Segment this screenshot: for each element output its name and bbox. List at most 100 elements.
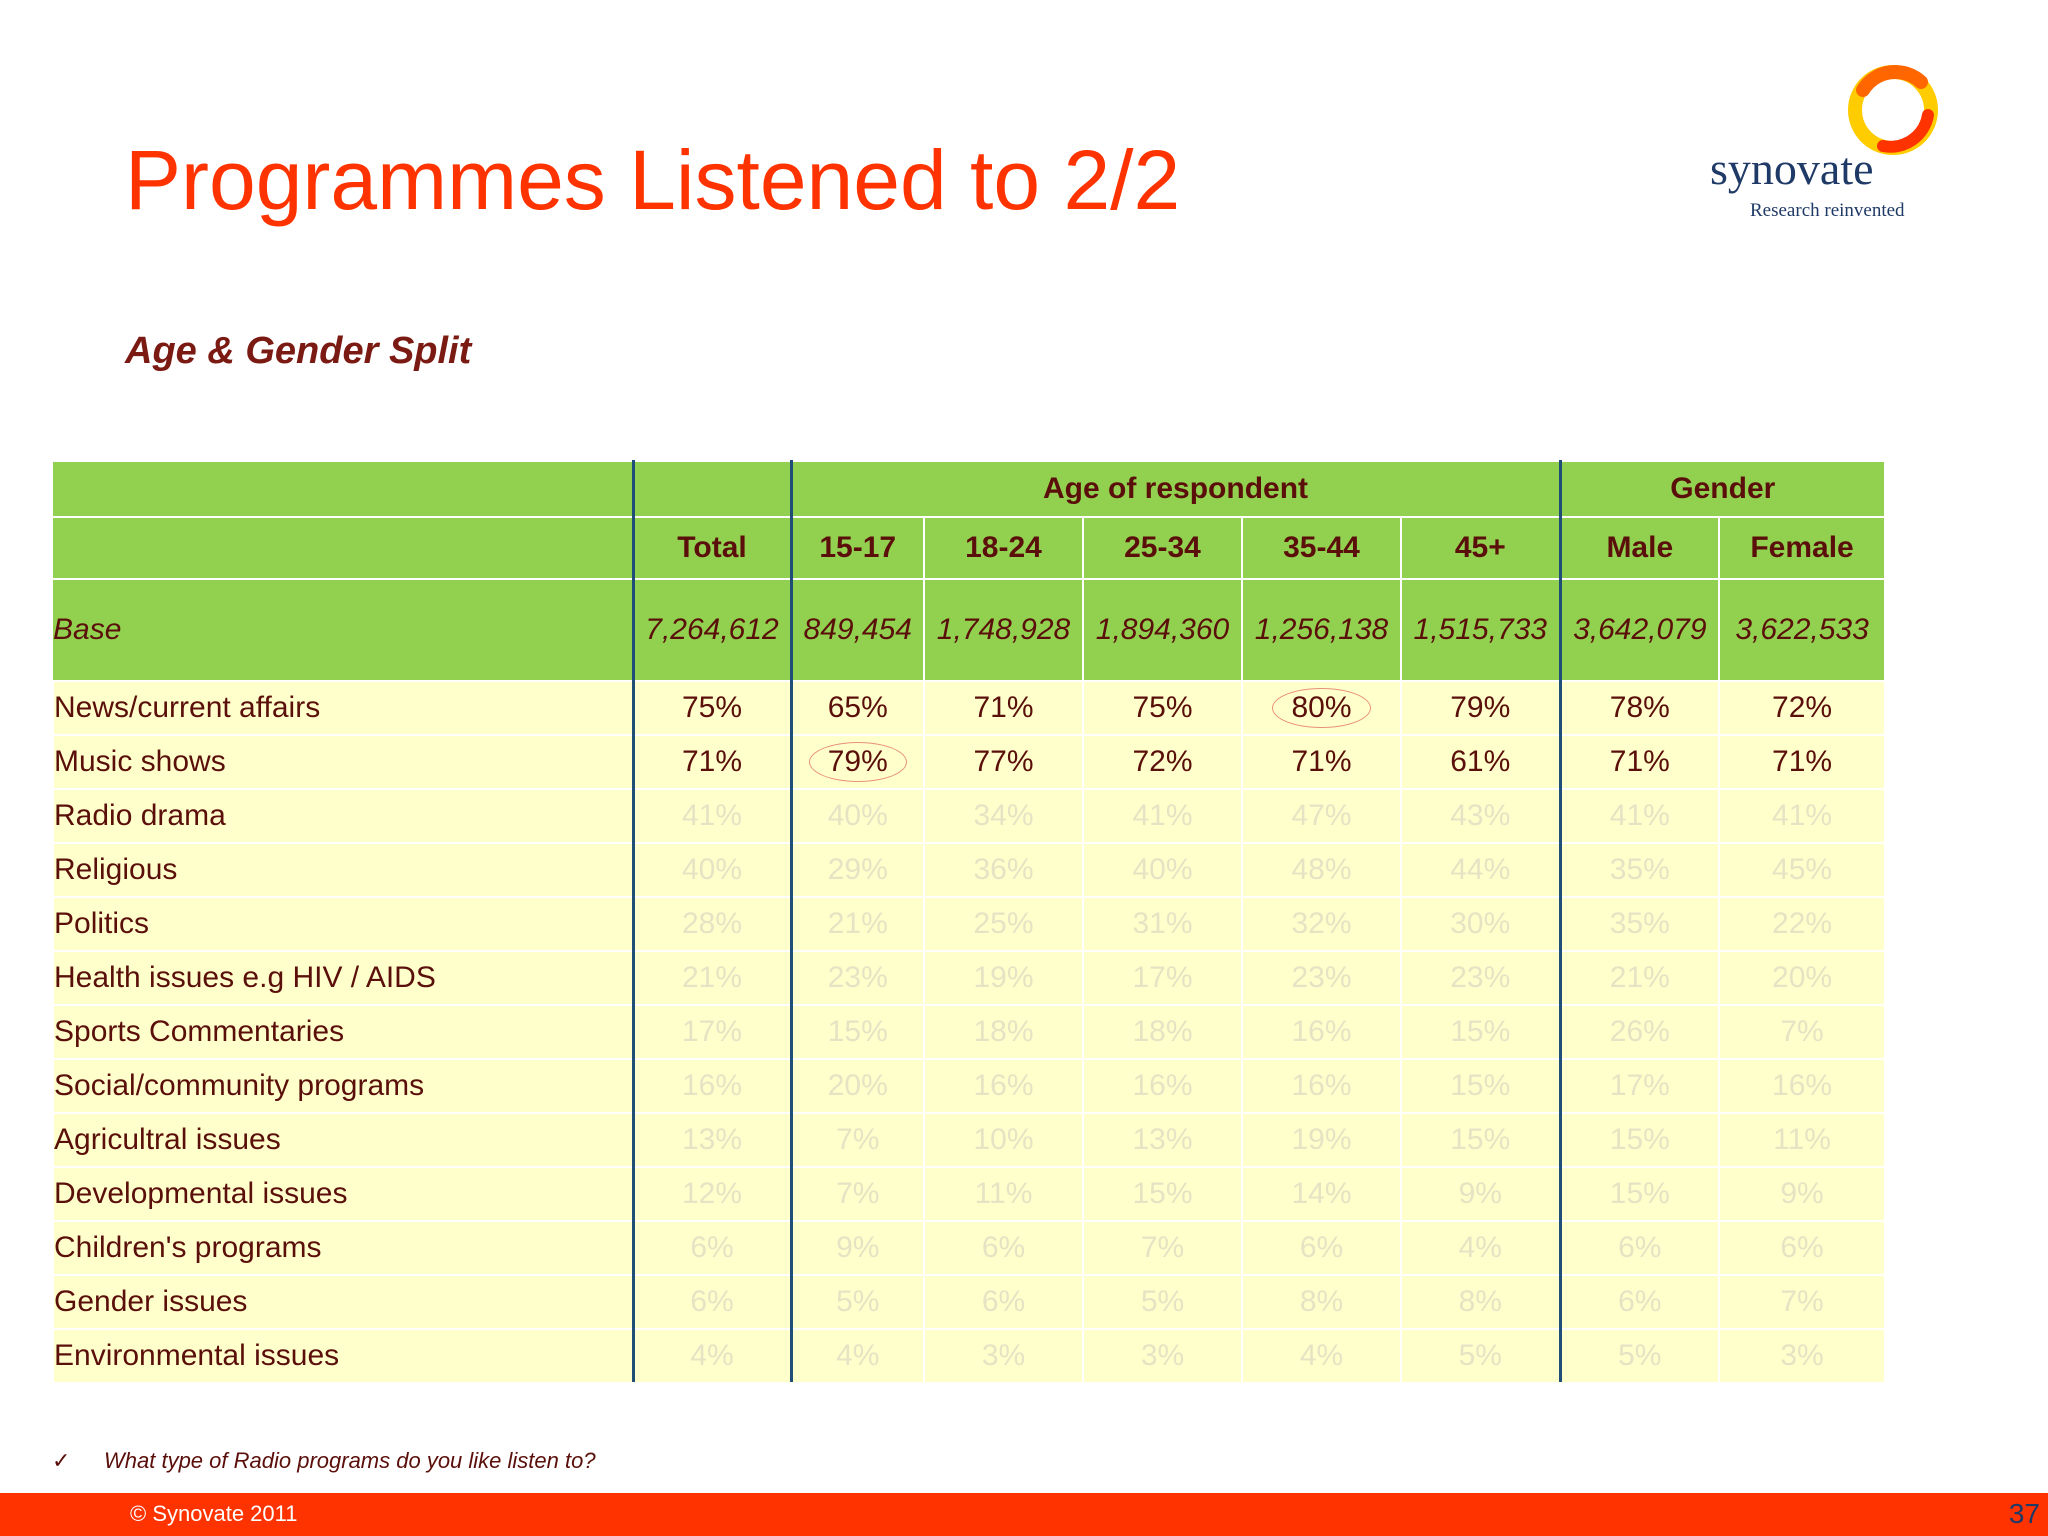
table-cell: 23% bbox=[789, 950, 924, 1005]
cell-value: 34% bbox=[973, 799, 1034, 832]
column-header: 15-17 bbox=[789, 516, 924, 579]
cell-value: 35% bbox=[1609, 853, 1670, 886]
cell-value: 40% bbox=[1132, 853, 1193, 886]
check-icon: ✓ bbox=[52, 1448, 71, 1473]
table-cell: 35% bbox=[1558, 842, 1720, 897]
table-cell: 15% bbox=[1399, 1004, 1561, 1059]
table-cell: 22% bbox=[1718, 896, 1885, 951]
cell-value: 75% bbox=[1132, 691, 1193, 724]
table-cell: 19% bbox=[923, 950, 1083, 1005]
cell-value: 9% bbox=[1780, 1177, 1824, 1210]
cell-value: 9% bbox=[836, 1231, 880, 1264]
table-cell: 45% bbox=[1718, 842, 1885, 897]
table-cell: 21% bbox=[1558, 950, 1720, 1005]
cell-value: 16% bbox=[1772, 1069, 1833, 1102]
table-cell: 18% bbox=[923, 1004, 1083, 1059]
base-value: 1,515,733 bbox=[1399, 578, 1561, 681]
cell-value: 7% bbox=[836, 1177, 880, 1210]
table-cell: 6% bbox=[1718, 1220, 1885, 1275]
cell-value: 17% bbox=[1609, 1069, 1670, 1102]
table-cell: 6% bbox=[1558, 1274, 1720, 1329]
header-label-blank bbox=[53, 516, 633, 579]
table-cell: 40% bbox=[789, 788, 924, 843]
cell-value: 48% bbox=[1291, 853, 1352, 886]
table-cell: 40% bbox=[1082, 842, 1242, 897]
synovate-logo: synovate Research reinvented bbox=[1700, 60, 1960, 230]
row-label: Religious bbox=[52, 842, 633, 897]
synovate-ring-logo bbox=[1848, 65, 1938, 155]
table-cell: 5% bbox=[1082, 1274, 1242, 1329]
table-cell: 6% bbox=[923, 1274, 1083, 1329]
table-cell: 26% bbox=[1558, 1004, 1720, 1059]
cell-value: 3% bbox=[981, 1339, 1026, 1372]
row-label: News/current affairs bbox=[52, 680, 633, 735]
cell-value: 6% bbox=[1780, 1231, 1824, 1264]
table-cell: 65% bbox=[789, 680, 924, 735]
table-cell: 15% bbox=[1558, 1166, 1720, 1221]
table-row: Sports Commentaries 17% 15% 18% 18% 16% 15% 26%… bbox=[52, 1004, 1885, 1059]
row-label: Environmental issues bbox=[52, 1328, 633, 1382]
cell-value: 21% bbox=[1609, 961, 1670, 994]
table-cell: 40% bbox=[631, 842, 791, 897]
cell-value: 4% bbox=[1299, 1339, 1344, 1372]
cell-value: 15% bbox=[1450, 1015, 1511, 1048]
cell-value: 25% bbox=[973, 907, 1034, 940]
table-cell: 41% bbox=[631, 788, 791, 843]
table-cell: 18% bbox=[1082, 1004, 1242, 1059]
cell-value: 65% bbox=[827, 691, 888, 724]
cell-value: 6% bbox=[1618, 1231, 1662, 1264]
cell-value: 15% bbox=[1609, 1177, 1670, 1210]
table-cell: 80% bbox=[1241, 680, 1401, 735]
table-cell: 4% bbox=[789, 1328, 924, 1382]
table-cell: 8% bbox=[1399, 1274, 1561, 1329]
table-cell: 16% bbox=[923, 1058, 1083, 1113]
cell-value: 28% bbox=[681, 907, 743, 940]
table-cell: 71% bbox=[1718, 734, 1885, 789]
cell-value: 11% bbox=[1773, 1123, 1831, 1156]
age-group-header: Age of respondent bbox=[789, 460, 1561, 517]
cell-value: 5% bbox=[836, 1285, 880, 1318]
table-row: Agricultral issues 13% 7% 10% 13% 19% 15% 15% 11… bbox=[52, 1112, 1885, 1167]
cell-value: 9% bbox=[1458, 1177, 1502, 1210]
cell-value: 40% bbox=[827, 799, 888, 832]
cell-value: 77% bbox=[973, 745, 1034, 778]
cell-value: 16% bbox=[1132, 1069, 1193, 1102]
table-cell: 3% bbox=[1082, 1328, 1242, 1382]
cell-value: 12% bbox=[681, 1177, 743, 1210]
cell-value: 5% bbox=[1618, 1339, 1662, 1372]
group-header-row: Age of respondent Gender bbox=[53, 460, 1885, 517]
cell-value: 3% bbox=[1140, 1339, 1185, 1372]
table-cell: 5% bbox=[1558, 1328, 1720, 1382]
cell-value: 18% bbox=[1132, 1015, 1193, 1048]
cell-value: 6% bbox=[1299, 1231, 1344, 1264]
table-cell: 77% bbox=[923, 734, 1083, 789]
cell-value: 41% bbox=[1132, 799, 1193, 832]
table-cell: 13% bbox=[1082, 1112, 1242, 1167]
table-cell: 7% bbox=[1718, 1004, 1885, 1059]
cell-value: 10% bbox=[973, 1123, 1034, 1156]
cell-value: 16% bbox=[1291, 1069, 1352, 1102]
table-cell: 30% bbox=[1399, 896, 1561, 951]
cell-value: 7% bbox=[1140, 1231, 1185, 1264]
table-cell: 15% bbox=[1399, 1058, 1561, 1113]
table-cell: 16% bbox=[1241, 1058, 1401, 1113]
cell-value: 41% bbox=[1609, 799, 1670, 832]
cell-value: 7% bbox=[1780, 1015, 1824, 1048]
question-text: What type of Radio programs do you like … bbox=[104, 1448, 596, 1473]
header-blank bbox=[53, 460, 633, 517]
table-cell: 9% bbox=[789, 1220, 924, 1275]
cell-value: 23% bbox=[1291, 961, 1352, 994]
cell-value: 18% bbox=[973, 1015, 1034, 1048]
table-cell: 3% bbox=[1718, 1328, 1885, 1382]
base-label: Base bbox=[53, 578, 633, 681]
cell-value: 30% bbox=[1450, 907, 1511, 940]
cell-value: 44% bbox=[1450, 853, 1511, 886]
table-cell: 12% bbox=[631, 1166, 791, 1221]
table-cell: 6% bbox=[631, 1274, 791, 1329]
table-row: Gender issues 6% 5% 6% 5% 8% 8% 6% 7% bbox=[52, 1274, 1885, 1329]
circled-highlight-value: 80% bbox=[1272, 688, 1371, 728]
table-cell: 79% bbox=[1399, 680, 1561, 735]
table-cell: 23% bbox=[1399, 950, 1561, 1005]
table-cell: 17% bbox=[631, 1004, 791, 1059]
cell-value: 4% bbox=[836, 1339, 880, 1372]
